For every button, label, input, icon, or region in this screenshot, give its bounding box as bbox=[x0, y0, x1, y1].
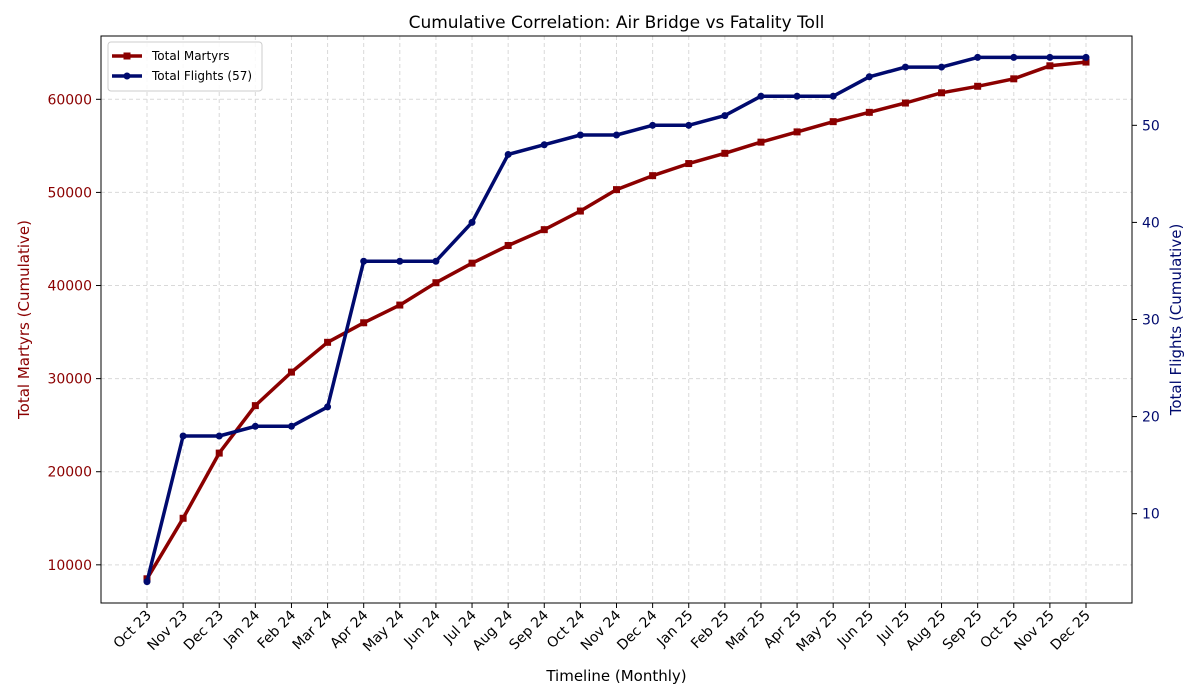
martyrs-data-point bbox=[215, 449, 223, 457]
flights-data-point bbox=[468, 218, 476, 226]
flights-data-point bbox=[324, 403, 332, 411]
flights-data-point bbox=[360, 257, 368, 265]
martyrs-data-point bbox=[901, 99, 909, 107]
martyrs-data-point bbox=[251, 402, 259, 410]
y-left-axis-title: Total Martyrs (Cumulative) bbox=[15, 220, 33, 420]
y-left-tick-label: 40000 bbox=[47, 279, 92, 295]
legend-label: Total Flights (57) bbox=[151, 69, 252, 83]
flights-data-point bbox=[613, 131, 620, 139]
martyrs-data-point bbox=[613, 186, 620, 194]
flights-data-point bbox=[540, 141, 548, 149]
martyrs-data-point bbox=[1010, 75, 1018, 83]
martyrs-data-point bbox=[685, 160, 693, 168]
martyrs-data-point bbox=[649, 172, 657, 180]
martyrs-data-point bbox=[540, 226, 548, 234]
martyrs-data-point bbox=[865, 108, 873, 116]
flights-data-point bbox=[685, 121, 693, 129]
flights-data-point bbox=[287, 422, 295, 430]
legend-marker-square bbox=[123, 52, 131, 60]
legend-entry: Total Flights (57) bbox=[112, 69, 252, 83]
flights-data-point bbox=[215, 432, 223, 440]
flights-data-point bbox=[865, 73, 873, 81]
series bbox=[143, 53, 1090, 586]
legend: Total Martyrs Total Flights (57) bbox=[107, 41, 263, 92]
flights-data-point bbox=[974, 53, 982, 61]
flights-data-point bbox=[179, 432, 187, 440]
flights-data-point bbox=[1046, 53, 1054, 61]
y-left-tick-label: 10000 bbox=[47, 558, 92, 574]
y-right-tick-label: 50 bbox=[1142, 118, 1160, 134]
flights-data-point bbox=[757, 92, 765, 100]
y-right-tick-label: 30 bbox=[1142, 313, 1160, 329]
flights-data-point bbox=[504, 150, 512, 158]
martyrs-data-point bbox=[721, 149, 729, 157]
legend-label: Total Martyrs bbox=[151, 49, 229, 63]
flights-data-point bbox=[829, 92, 837, 100]
flights-data-point bbox=[938, 63, 946, 71]
series-total-flights bbox=[143, 53, 1090, 586]
martyrs-data-point bbox=[974, 82, 982, 90]
flights-data-point bbox=[251, 422, 259, 430]
flights-data-point bbox=[432, 257, 440, 265]
martyrs-data-point bbox=[829, 118, 837, 126]
martyrs-data-point bbox=[757, 138, 765, 146]
flights-data-point bbox=[143, 578, 151, 586]
martyrs-data-point bbox=[938, 89, 946, 97]
flights-data-point bbox=[793, 92, 801, 100]
martyrs-data-point bbox=[179, 514, 187, 522]
flights-data-point bbox=[649, 121, 657, 129]
y-left-tick-label: 30000 bbox=[47, 372, 92, 388]
martyrs-data-point bbox=[360, 319, 368, 327]
grid bbox=[101, 36, 1132, 603]
y-right-tick-label: 40 bbox=[1142, 215, 1160, 231]
martyrs-data-point bbox=[576, 207, 584, 215]
flights-data-point bbox=[1010, 53, 1018, 61]
flights-data-point bbox=[396, 257, 404, 265]
y-left-tick-label: 20000 bbox=[47, 465, 92, 481]
legend-marker-circle bbox=[123, 72, 131, 80]
y-right-tick-label: 10 bbox=[1142, 507, 1160, 523]
y-right-tick-label: 20 bbox=[1142, 410, 1160, 426]
flights-data-point bbox=[901, 63, 909, 71]
martyrs-data-point bbox=[1082, 58, 1090, 66]
martyrs-data-point bbox=[468, 259, 476, 267]
y-left-tick-label: 60000 bbox=[47, 92, 92, 108]
flights-data-point bbox=[1082, 53, 1090, 61]
y-right-axis-title: Total Flights (Cumulative) bbox=[1167, 224, 1185, 417]
legend-box bbox=[107, 41, 263, 92]
martyrs-data-point bbox=[793, 128, 801, 136]
flights-data-point bbox=[576, 131, 584, 139]
legend-entry: Total Martyrs bbox=[112, 49, 229, 63]
y-left-tick-label: 50000 bbox=[47, 185, 92, 201]
martyrs-data-point bbox=[432, 279, 440, 287]
martyrs-data-point bbox=[1046, 62, 1054, 70]
martyrs-data-point bbox=[324, 338, 332, 346]
x-axis-title: Timeline (Monthly) bbox=[545, 667, 686, 685]
martyrs-data-point bbox=[504, 241, 512, 249]
series-total-martyrs bbox=[143, 58, 1090, 583]
martyrs-data-point bbox=[287, 368, 295, 376]
chart-title: Cumulative Correlation: Air Bridge vs Fa… bbox=[409, 13, 825, 33]
flights-data-point bbox=[721, 112, 729, 120]
martyrs-data-point bbox=[396, 301, 404, 309]
